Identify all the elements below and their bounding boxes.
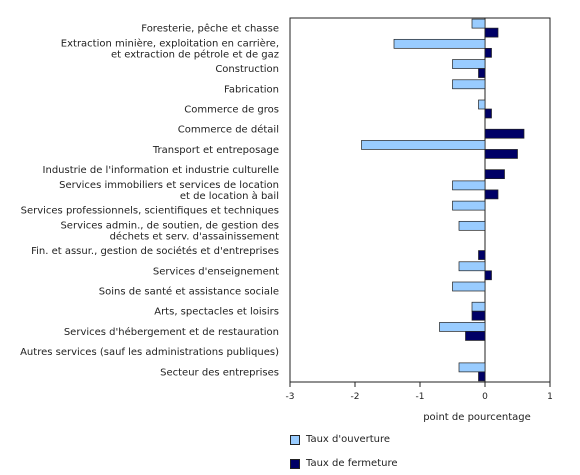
bar-opening (458, 362, 486, 373)
bar-closing (465, 331, 486, 341)
bar-opening (458, 220, 486, 231)
category-label: Construction (215, 64, 279, 75)
bar-closing (484, 189, 499, 200)
bar-opening (478, 99, 486, 110)
bar-opening (439, 322, 486, 332)
x-tick-label: -2 (351, 392, 360, 402)
x-tick-label: 0 (482, 392, 488, 402)
legend-label-closing: Taux de fermeture (306, 458, 398, 469)
bar-opening (452, 281, 486, 292)
bar-opening (458, 261, 486, 272)
bar-opening (471, 301, 486, 312)
legend-swatch-closing (290, 458, 300, 469)
category-label: Secteur des entreprises (160, 367, 279, 378)
category-label: Arts, spectacles et loisirs (154, 307, 279, 318)
category-label: Services professionnels, scientifiques e… (21, 206, 279, 217)
bar-opening (452, 79, 486, 90)
category-label: Autres services (sauf les administration… (20, 347, 279, 358)
x-tick-label: -3 (286, 392, 295, 402)
x-axis-ticks: -3 -2 -1 0 1 (286, 382, 553, 402)
bar-closing (478, 250, 486, 260)
category-label: Soins de santé et assistance sociale (99, 286, 279, 298)
category-label: Transport et entreposage (152, 145, 279, 156)
x-tick-label: -1 (416, 392, 425, 402)
bar-closing (484, 128, 525, 139)
bar-closing (478, 371, 486, 382)
x-tick-label: 1 (547, 392, 553, 402)
bar-opening (361, 140, 486, 150)
category-label: Industrie de l'information et industrie … (43, 165, 279, 176)
bar-closing (484, 149, 518, 159)
legend-label-opening: Taux d'ouverture (306, 434, 391, 445)
bar-opening (471, 18, 486, 29)
bars (361, 18, 525, 382)
category-label: Services admin., de soutien, de gestion … (60, 220, 279, 242)
bar-opening (452, 200, 486, 211)
category-label: Extraction minière, exploitation en carr… (61, 37, 279, 60)
category-label: Commerce de gros (184, 105, 279, 116)
bar-opening (393, 38, 486, 49)
category-label: Fin. et assur., gestion de sociétés et d… (31, 245, 279, 257)
category-label: Services d'hébergement et de restauratio… (64, 326, 279, 338)
category-label: Commerce de détail (178, 124, 279, 136)
bar-closing (484, 270, 492, 281)
bar-opening (452, 180, 486, 191)
bar-closing (484, 47, 492, 58)
x-axis-title: point de pourcentage (423, 412, 531, 423)
plot-border (289, 17, 551, 383)
bar-opening (452, 59, 486, 69)
bar-closing (484, 27, 499, 38)
bar-closing (478, 68, 486, 78)
category-label: Foresterie, pêche et chasse (141, 23, 279, 35)
category-label: Services immobiliers et services de loca… (59, 180, 279, 202)
category-label: Fabrication (224, 84, 279, 95)
legend-item-closing: Taux de fermeture (290, 458, 398, 469)
category-labels: Foresterie, pêche et chasse Extraction mi… (20, 23, 279, 379)
bar-closing (471, 310, 486, 321)
bar-closing (484, 169, 505, 180)
plot-area (289, 17, 551, 383)
legend-swatch-opening (290, 434, 300, 445)
bar-closing (484, 108, 492, 119)
category-label: Services d'enseignement (153, 266, 279, 277)
legend-item-opening: Taux d'ouverture (290, 434, 390, 445)
